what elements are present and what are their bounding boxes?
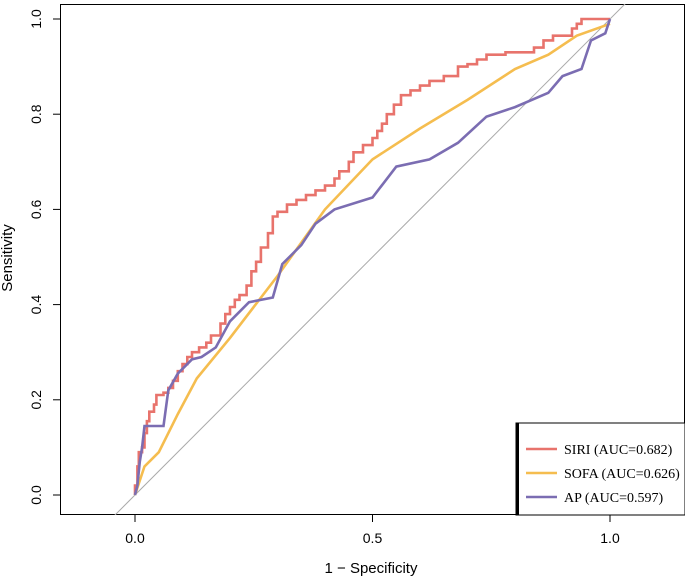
series-line-sofa (133, 22, 611, 496)
y-axis: 0.0 0.2 0.4 0.6 0.8 1.0 (28, 9, 60, 505)
legend-box (515, 422, 685, 516)
y-tick-label: 0.2 (28, 390, 44, 410)
x-axis: 0.0 0.5 1.0 (125, 515, 620, 546)
y-tick-label: 0.4 (28, 295, 44, 315)
legend: SIRI (AUC=0.682) SOFA (AUC=0.626) AP (AUC=… (515, 422, 685, 516)
y-tick-label: 1.0 (28, 9, 44, 29)
x-tick-label: 0.5 (363, 530, 383, 546)
x-tick-label: 1.0 (600, 530, 620, 546)
y-tick-label: 0.8 (28, 104, 44, 124)
y-axis-title: Sensitivity (0, 224, 16, 292)
reference-diagonal-line (114, 4, 626, 515)
legend-label-sofa: SOFA (AUC=0.626) (564, 467, 680, 482)
series-group (133, 17, 612, 496)
x-axis-title: 1 − Specificity (325, 560, 418, 577)
legend-label-siri: SIRI (AUC=0.682) (564, 443, 673, 458)
series-line-ap (133, 18, 612, 496)
reference-line-group (114, 4, 626, 515)
legend-label-ap: AP (AUC=0.597) (564, 491, 663, 506)
x-tick-label: 0.0 (125, 530, 145, 546)
y-tick-label: 0.0 (28, 485, 44, 505)
y-tick-label: 0.6 (28, 199, 44, 219)
